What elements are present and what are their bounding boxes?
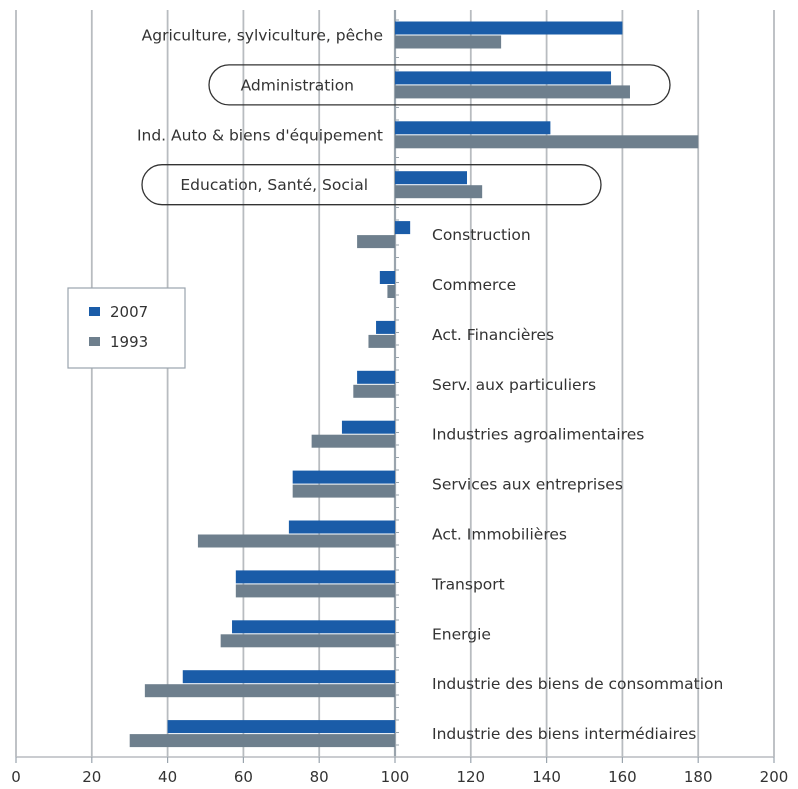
bar-2007-13 [182,670,395,684]
legend-box [67,287,186,369]
bar-1993-3 [395,185,483,199]
category-label-3: Education, Santé, Social [180,176,368,194]
bar-2007-7 [357,370,395,384]
category-label-12: Energie [432,625,491,643]
category-label-0: Agriculture, sylviculture, pêche [142,27,383,45]
bar-2007-4 [395,221,411,235]
bar-2007-11 [235,570,395,584]
bar-2007-8 [341,420,395,434]
bar-2007-12 [232,620,395,634]
bar-2007-9 [292,470,395,484]
highlight-outlines [141,64,671,206]
category-label-9: Services aux entreprises [432,476,623,494]
x-tick-label-80: 80 [310,768,329,786]
bar-1993-11 [235,584,395,598]
category-label-10: Act. Immobilières [432,526,567,544]
category-label-13: Industrie des biens de consommation [432,675,723,693]
category-label-14: Industrie des biens intermédiaires [432,725,696,743]
bar-2007-3 [395,171,468,185]
x-tick-label-40: 40 [158,768,177,786]
x-tick-label-60: 60 [234,768,253,786]
bar-2007-6 [376,320,395,334]
bar-1993-14 [129,734,395,748]
x-tick-label-180: 180 [684,768,713,786]
bar-1993-8 [311,434,395,448]
bar-1993-1 [395,85,630,99]
bar-2007-10 [288,520,395,534]
bar-2007-0 [395,21,623,35]
x-tick-label-0: 0 [11,768,21,786]
highlight-outline-1 [208,64,671,106]
category-label-7: Serv. aux particuliers [432,376,596,394]
category-label-1: Administration [241,76,354,94]
x-tick-label-140: 140 [532,768,561,786]
category-label-8: Industries agroalimentaires [432,426,644,444]
x-tick-label-20: 20 [82,768,101,786]
legend: 2007 1993 [67,287,186,369]
category-label-2: Ind. Auto & biens d'équipement [137,126,383,144]
x-tick-label-200: 200 [760,768,789,786]
legend-swatch-1993 [89,337,100,346]
legend-swatch-2007 [89,307,100,316]
bar-2007-5 [379,271,395,284]
category-label-11: Transport [431,575,505,593]
bar-1993-9 [292,484,395,498]
legend-label-2007: 2007 [110,303,148,321]
legend-label-1993: 1993 [110,333,148,351]
bar-1993-5 [387,285,395,298]
bar-1993-2 [395,135,699,149]
bar-2007-2 [395,121,551,135]
category-label-4: Construction [432,226,531,244]
category-labels: Agriculture, sylviculture, pêche Administ… [137,27,723,744]
bar-2007-14 [167,720,395,734]
bar-1993-12 [220,634,395,648]
x-tick-label-100: 100 [381,768,410,786]
bar-2007-1 [395,71,612,85]
x-tick-label-120: 120 [456,768,485,786]
bar-1993-6 [368,334,395,348]
bar-1993-10 [197,534,395,548]
category-label-5: Commerce [432,276,516,294]
bar-1993-4 [357,235,395,249]
bar-1993-7 [353,384,395,398]
category-label-6: Act. Financières [432,326,554,344]
x-tick-label-160: 160 [608,768,637,786]
highlight-outline-3 [141,164,602,206]
bars [129,21,699,748]
bar-1993-0 [395,35,502,49]
x-axis: 0 20 40 60 80 100 120 140 160 180 200 [11,756,789,786]
bar-1993-13 [144,684,395,698]
